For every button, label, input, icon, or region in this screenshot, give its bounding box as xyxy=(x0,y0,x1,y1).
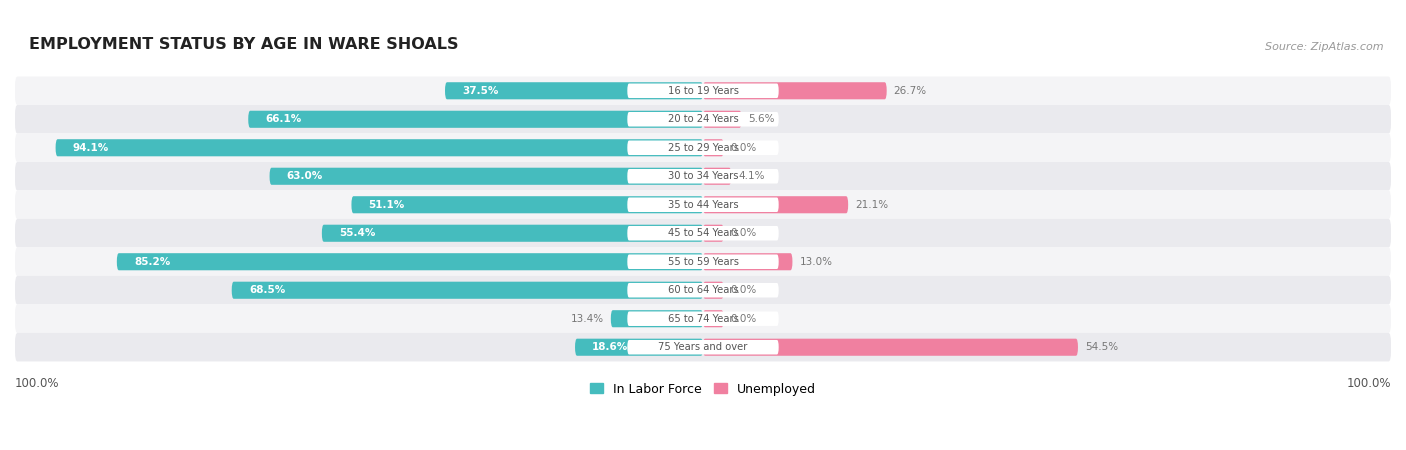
FancyBboxPatch shape xyxy=(232,282,703,299)
Text: 4.1%: 4.1% xyxy=(738,171,765,181)
FancyBboxPatch shape xyxy=(703,282,724,299)
Text: 85.2%: 85.2% xyxy=(134,257,170,267)
Text: 26.7%: 26.7% xyxy=(894,86,927,96)
FancyBboxPatch shape xyxy=(270,168,703,185)
Text: 16 to 19 Years: 16 to 19 Years xyxy=(668,86,738,96)
Text: 45 to 54 Years: 45 to 54 Years xyxy=(668,228,738,238)
FancyBboxPatch shape xyxy=(703,253,793,270)
FancyBboxPatch shape xyxy=(15,219,1391,248)
Text: 66.1%: 66.1% xyxy=(266,114,302,124)
Text: 0.0%: 0.0% xyxy=(731,314,756,324)
FancyBboxPatch shape xyxy=(15,305,1391,333)
FancyBboxPatch shape xyxy=(703,139,724,156)
Text: 13.0%: 13.0% xyxy=(800,257,832,267)
FancyBboxPatch shape xyxy=(15,190,1391,219)
FancyBboxPatch shape xyxy=(610,310,703,327)
FancyBboxPatch shape xyxy=(575,339,703,356)
Text: 13.4%: 13.4% xyxy=(571,314,605,324)
Text: 60 to 64 Years: 60 to 64 Years xyxy=(668,285,738,295)
FancyBboxPatch shape xyxy=(352,196,703,213)
FancyBboxPatch shape xyxy=(627,340,779,355)
FancyBboxPatch shape xyxy=(627,198,779,212)
Text: 18.6%: 18.6% xyxy=(592,342,628,352)
FancyBboxPatch shape xyxy=(627,254,779,269)
Text: 94.1%: 94.1% xyxy=(73,143,110,153)
FancyBboxPatch shape xyxy=(703,225,724,242)
FancyBboxPatch shape xyxy=(249,111,703,128)
FancyBboxPatch shape xyxy=(627,84,779,98)
Text: 20 to 24 Years: 20 to 24 Years xyxy=(668,114,738,124)
Text: EMPLOYMENT STATUS BY AGE IN WARE SHOALS: EMPLOYMENT STATUS BY AGE IN WARE SHOALS xyxy=(28,37,458,52)
Text: 55 to 59 Years: 55 to 59 Years xyxy=(668,257,738,267)
FancyBboxPatch shape xyxy=(703,310,724,327)
Text: Source: ZipAtlas.com: Source: ZipAtlas.com xyxy=(1265,42,1384,52)
FancyBboxPatch shape xyxy=(117,253,703,270)
Text: 0.0%: 0.0% xyxy=(731,228,756,238)
FancyBboxPatch shape xyxy=(56,139,703,156)
FancyBboxPatch shape xyxy=(15,76,1391,105)
FancyBboxPatch shape xyxy=(703,82,887,99)
FancyBboxPatch shape xyxy=(446,82,703,99)
Text: 63.0%: 63.0% xyxy=(287,171,323,181)
FancyBboxPatch shape xyxy=(322,225,703,242)
Text: 37.5%: 37.5% xyxy=(463,86,499,96)
FancyBboxPatch shape xyxy=(627,169,779,184)
FancyBboxPatch shape xyxy=(15,276,1391,305)
FancyBboxPatch shape xyxy=(703,111,741,128)
FancyBboxPatch shape xyxy=(703,339,1078,356)
Text: 0.0%: 0.0% xyxy=(731,285,756,295)
Text: 100.0%: 100.0% xyxy=(15,377,59,390)
Text: 55.4%: 55.4% xyxy=(339,228,375,238)
FancyBboxPatch shape xyxy=(703,196,848,213)
Text: 75 Years and over: 75 Years and over xyxy=(658,342,748,352)
FancyBboxPatch shape xyxy=(627,283,779,297)
Text: 5.6%: 5.6% xyxy=(748,114,775,124)
Text: 100.0%: 100.0% xyxy=(1347,377,1391,390)
Text: 35 to 44 Years: 35 to 44 Years xyxy=(668,200,738,210)
FancyBboxPatch shape xyxy=(15,134,1391,162)
Text: 25 to 29 Years: 25 to 29 Years xyxy=(668,143,738,153)
FancyBboxPatch shape xyxy=(15,105,1391,134)
FancyBboxPatch shape xyxy=(627,226,779,240)
FancyBboxPatch shape xyxy=(627,140,779,155)
Text: 68.5%: 68.5% xyxy=(249,285,285,295)
Text: 30 to 34 Years: 30 to 34 Years xyxy=(668,171,738,181)
Text: 51.1%: 51.1% xyxy=(368,200,405,210)
FancyBboxPatch shape xyxy=(627,112,779,126)
FancyBboxPatch shape xyxy=(627,311,779,326)
Text: 21.1%: 21.1% xyxy=(855,200,889,210)
FancyBboxPatch shape xyxy=(15,248,1391,276)
FancyBboxPatch shape xyxy=(15,162,1391,190)
FancyBboxPatch shape xyxy=(703,168,731,185)
Text: 65 to 74 Years: 65 to 74 Years xyxy=(668,314,738,324)
FancyBboxPatch shape xyxy=(15,333,1391,361)
Legend: In Labor Force, Unemployed: In Labor Force, Unemployed xyxy=(585,378,821,401)
Text: 54.5%: 54.5% xyxy=(1085,342,1118,352)
Text: 0.0%: 0.0% xyxy=(731,143,756,153)
